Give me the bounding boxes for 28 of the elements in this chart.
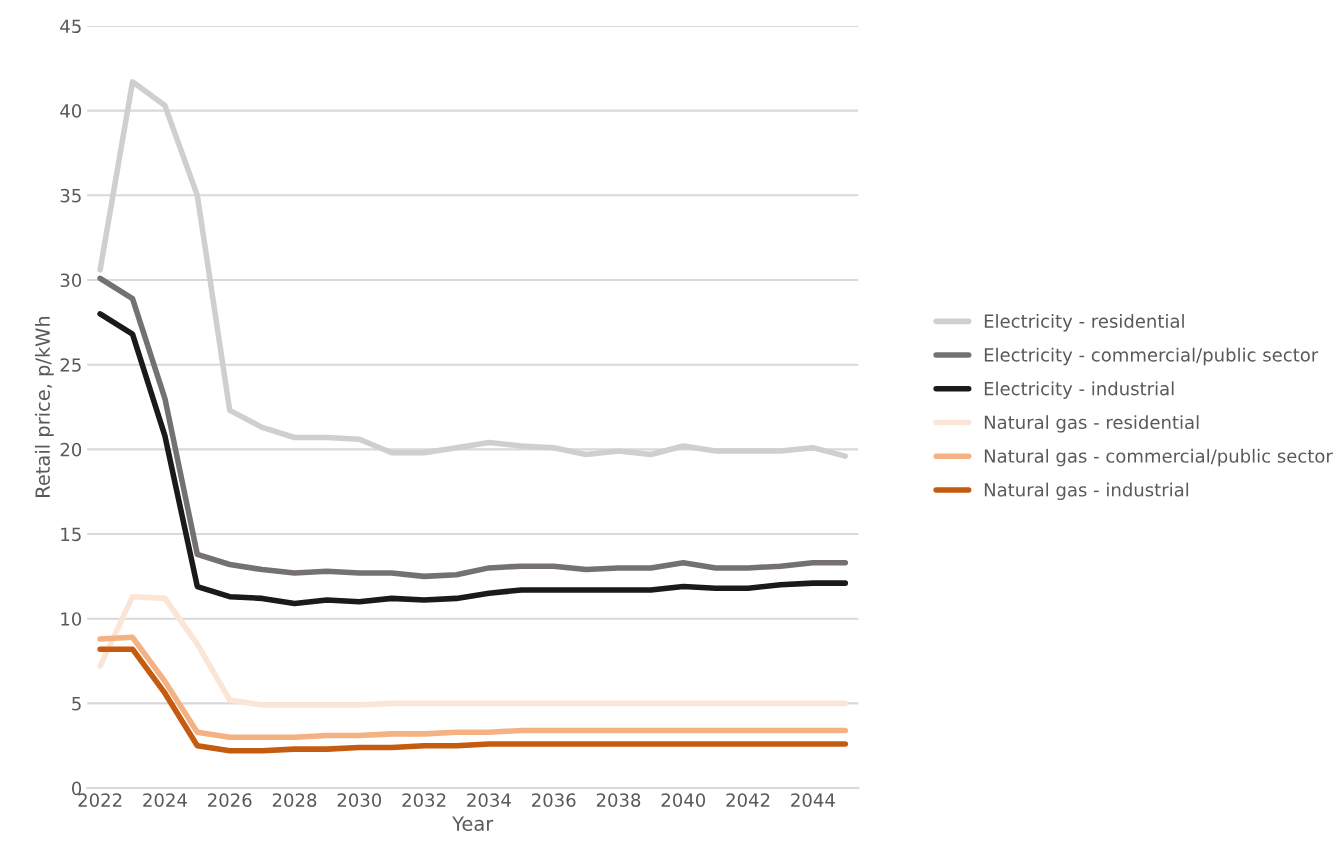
y-tick-label: 45	[60, 19, 81, 34]
legend-label: Electricity - industrial	[984, 381, 1174, 399]
x-tick-label: 2030	[337, 793, 382, 807]
legend-label: Natural gas - commercial/public sector	[984, 448, 1333, 467]
legend-label: Natural gas - residential	[984, 415, 1199, 433]
legend-label: Electricity - commercial/public sector	[984, 347, 1319, 366]
y-tick-label: 20	[60, 442, 82, 457]
y-axis-title: Retail price, p/kWh	[34, 316, 54, 497]
y-tick-label: 30	[60, 273, 82, 288]
x-tick-label: 2028	[272, 793, 317, 807]
x-tick-label: 2032	[402, 793, 446, 807]
x-tick-label: 2024	[143, 793, 187, 807]
legend-label: Electricity - residential	[984, 313, 1184, 332]
x-axis-title: Year	[452, 816, 494, 831]
y-tick-label: 15	[61, 527, 81, 542]
y-tick-label: 25	[60, 358, 81, 372]
y-tick-label: 40	[60, 104, 82, 118]
y-tick-label: 35	[60, 188, 81, 203]
y-tick-label: 5	[72, 697, 81, 711]
x-tick-label: 2040	[661, 793, 706, 807]
x-tick-label: 2044	[791, 793, 835, 807]
x-tick-label: 2036	[532, 793, 576, 807]
x-tick-label: 2038	[596, 793, 641, 807]
legend-label: Natural gas - industrial	[984, 482, 1189, 501]
x-tick-label: 2042	[726, 793, 770, 807]
x-tick-label: 2034	[467, 793, 511, 807]
y-tick-label: 10	[61, 612, 82, 626]
x-tick-label: 2026	[208, 793, 252, 807]
